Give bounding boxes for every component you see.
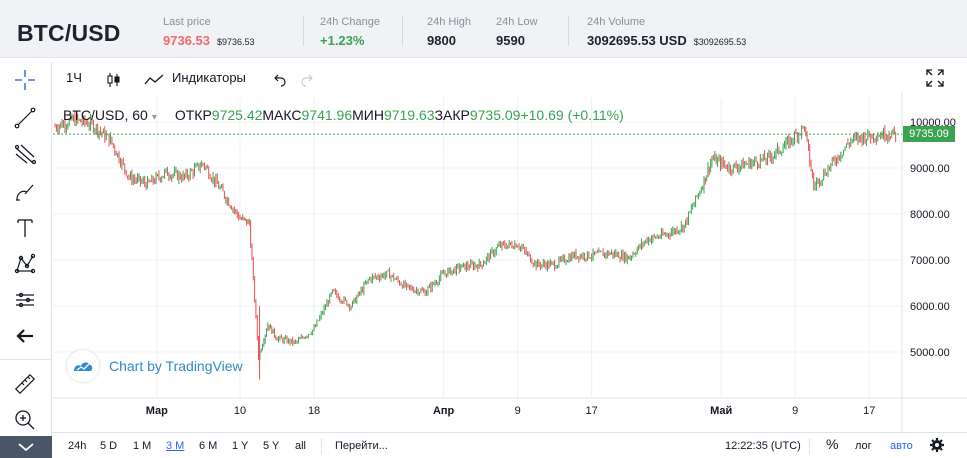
- x-tick-label: 9: [792, 405, 798, 417]
- divider: [809, 438, 810, 454]
- divider: [303, 16, 304, 46]
- stat-label: Last price: [163, 16, 211, 28]
- measure-icon[interactable]: [11, 286, 39, 314]
- range-5y[interactable]: 5 Y: [263, 440, 280, 452]
- y-tick-label: 8000.00: [910, 209, 950, 221]
- stat-24h-low: 24h Low 9590: [496, 16, 538, 48]
- undo-icon[interactable]: [271, 70, 287, 87]
- zoom-in-icon[interactable]: [11, 406, 39, 434]
- bottom-toolbar: 24h 5 D 1 M 3 M 6 M 1 Y 5 Y all Перейти.…: [52, 432, 967, 458]
- range-6m[interactable]: 6 M: [199, 440, 218, 452]
- range-1m[interactable]: 1 M: [133, 440, 152, 452]
- divider: [402, 16, 403, 46]
- stat-value: 3092695.53 USD: [587, 33, 687, 48]
- legend-high-value: 9741.96: [301, 107, 353, 123]
- y-tick-label: 9000.00: [910, 163, 950, 175]
- legend-low-value: 9719.63: [383, 107, 435, 123]
- divider: [321, 438, 322, 454]
- tradingview-logo-icon: [67, 350, 99, 382]
- interval-button[interactable]: 1Ч: [66, 70, 82, 85]
- stat-label: 24h Change: [320, 16, 380, 28]
- x-tick-label: 18: [308, 405, 320, 417]
- legend-low-label: МИН: [352, 107, 384, 123]
- stat-value: 9800: [427, 33, 456, 48]
- pattern-icon[interactable]: [11, 250, 39, 278]
- stat-label: 24h Low: [496, 16, 538, 28]
- x-tick-label: Мар: [146, 405, 168, 417]
- indicators-icon[interactable]: [144, 70, 164, 86]
- ruler-icon[interactable]: [11, 370, 39, 398]
- log-toggle[interactable]: лог: [855, 440, 872, 452]
- drawing-toolbar: [0, 62, 52, 458]
- settings-gear-icon[interactable]: [929, 437, 945, 457]
- text-icon[interactable]: [11, 214, 39, 242]
- legend-open-value: 9725.42: [211, 107, 263, 123]
- range-1y[interactable]: 1 Y: [232, 440, 249, 452]
- ticker-header: BTC/USD Last price 9736.53 $9736.53 24h C…: [0, 0, 967, 58]
- stat-label: 24h Volume: [587, 16, 646, 28]
- range-5d[interactable]: 5 D: [100, 440, 118, 452]
- range-3m[interactable]: 3 M: [166, 440, 185, 452]
- percent-toggle[interactable]: %: [826, 436, 839, 452]
- trend-line-icon[interactable]: [11, 104, 39, 132]
- chevron-down-icon[interactable]: [0, 436, 52, 458]
- stat-value: +1.23%: [320, 33, 365, 48]
- legend-high-label: МАКС: [262, 107, 302, 123]
- legend-symbol: BTC/USD, 60: [63, 107, 148, 123]
- x-tick-label: 17: [863, 405, 875, 417]
- fullscreen-icon[interactable]: [925, 68, 945, 88]
- range-24h[interactable]: 24h: [68, 440, 87, 452]
- clock-readout[interactable]: 12:22:35 (UTC): [725, 440, 801, 452]
- x-tick-label: Май: [710, 405, 732, 417]
- legend-dropdown-icon[interactable]: ▾: [151, 112, 157, 123]
- y-tick-label: 7000.00: [910, 255, 950, 267]
- legend-close-label: ЗАКР: [434, 107, 470, 123]
- x-tick-label: 9: [515, 405, 521, 417]
- y-tick-label: 5000.00: [910, 347, 950, 359]
- last-price-tag: 9735.09: [903, 126, 955, 143]
- pair-title: BTC/USD: [17, 20, 121, 46]
- tradingview-watermark[interactable]: Chart by TradingView: [67, 350, 243, 382]
- divider: [568, 16, 569, 46]
- stat-24h-high: 24h High 9800: [427, 16, 471, 48]
- pitchfork-icon[interactable]: [11, 140, 39, 168]
- y-tick-label: 6000.00: [910, 301, 950, 313]
- brush-icon[interactable]: [11, 178, 39, 206]
- stat-value: 9590: [496, 33, 525, 48]
- x-tick-label: 10: [234, 405, 246, 417]
- x-tick-label: 17: [586, 405, 598, 417]
- redo-icon[interactable]: [300, 70, 316, 87]
- stat-sub: $9736.53: [217, 37, 255, 47]
- stat-24h-volume: 24h Volume 3092695.53 USD $3092695.53: [587, 16, 746, 48]
- indicators-button[interactable]: Индикаторы: [172, 70, 246, 85]
- stat-24h-change: 24h Change +1.23%: [320, 16, 380, 48]
- crosshair-icon[interactable]: [11, 66, 39, 94]
- stat-last-price: Last price 9736.53 $9736.53: [163, 16, 255, 48]
- stat-label: 24h High: [427, 16, 472, 28]
- goto-date-button[interactable]: Перейти...: [335, 440, 388, 452]
- range-all[interactable]: all: [295, 440, 307, 452]
- legend-change: +10.69 (+0.11%): [520, 107, 624, 123]
- watermark-text: Chart by TradingView: [109, 358, 243, 374]
- stat-sub: $3092695.53: [693, 37, 747, 47]
- legend-close-value: 9735.09: [469, 107, 521, 123]
- back-arrow-icon[interactable]: [11, 322, 39, 350]
- legend-open-label: ОТКР: [174, 107, 212, 123]
- ohlc-legend: BTC/USD, 60 ▾ ОТКР9725.42МАКС9741.96МИН971…: [63, 107, 624, 123]
- candlestick-icon[interactable]: [106, 70, 122, 87]
- stat-value: 9736.53: [163, 33, 210, 48]
- y-tick-label: 10000.00: [910, 117, 956, 129]
- x-tick-label: Апр: [433, 405, 455, 417]
- toolbar-divider: [0, 359, 51, 360]
- auto-toggle[interactable]: авто: [890, 440, 913, 452]
